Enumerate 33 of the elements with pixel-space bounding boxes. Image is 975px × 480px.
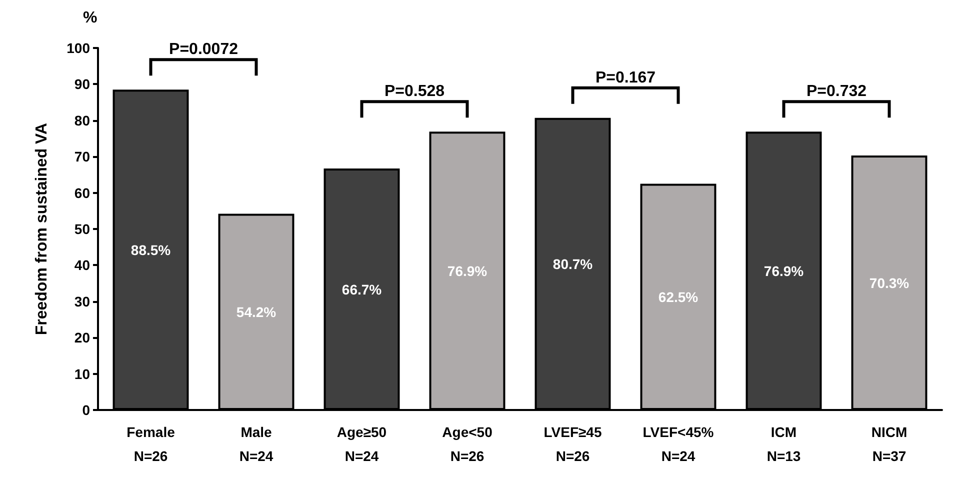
data-label: 54.2% [236, 304, 277, 320]
data-label: 88.5% [130, 242, 172, 258]
x-tick-label: Male N=24 [239, 424, 274, 464]
data-label: 76.9% [764, 262, 804, 279]
y-tick-label: 0 [82, 402, 90, 418]
y-axis-title: Freedom from sustained VA [34, 122, 50, 336]
data-label: 66.7% [342, 281, 382, 298]
annotation: P=0.167 [595, 69, 656, 86]
annotation: P=0.732 [806, 83, 867, 100]
y-tick-label: 20 [74, 330, 90, 346]
annotation: P=0.528 [384, 83, 445, 100]
y-tick-label: 30 [74, 293, 90, 310]
data-label: 62.5% [658, 288, 699, 305]
x-tick-label: NICM N=37 [871, 424, 908, 464]
y-tick-label: 70 [74, 148, 90, 165]
y-tick-label: 100 [66, 40, 90, 56]
data-label: 80.7% [552, 256, 594, 272]
y-tick-label: 50 [74, 221, 90, 237]
x-tick-label: LVEF≥45 N=26 [544, 424, 602, 464]
y-tick-label: 40 [74, 257, 90, 274]
y-tick-label: 60 [74, 184, 90, 201]
data-label: 70.3% [869, 274, 910, 291]
x-tick-label: Female N=26 [126, 424, 176, 464]
x-tick-label: LVEF<45% N=24 [642, 424, 714, 464]
x-tick-label: Age≥50 N=24 [336, 424, 387, 464]
data-label: 76.9% [447, 262, 488, 279]
text: % [83, 10, 98, 26]
y-tick-label: 90 [74, 76, 90, 92]
y-tick-label: 10 [74, 366, 90, 382]
x-tick-label: Age<50 N=26 [442, 424, 493, 464]
x-tick-label: ICM N=13 [766, 424, 801, 464]
annotation: P=0.0072 [169, 41, 238, 58]
y-tick-label: 80 [74, 112, 90, 128]
